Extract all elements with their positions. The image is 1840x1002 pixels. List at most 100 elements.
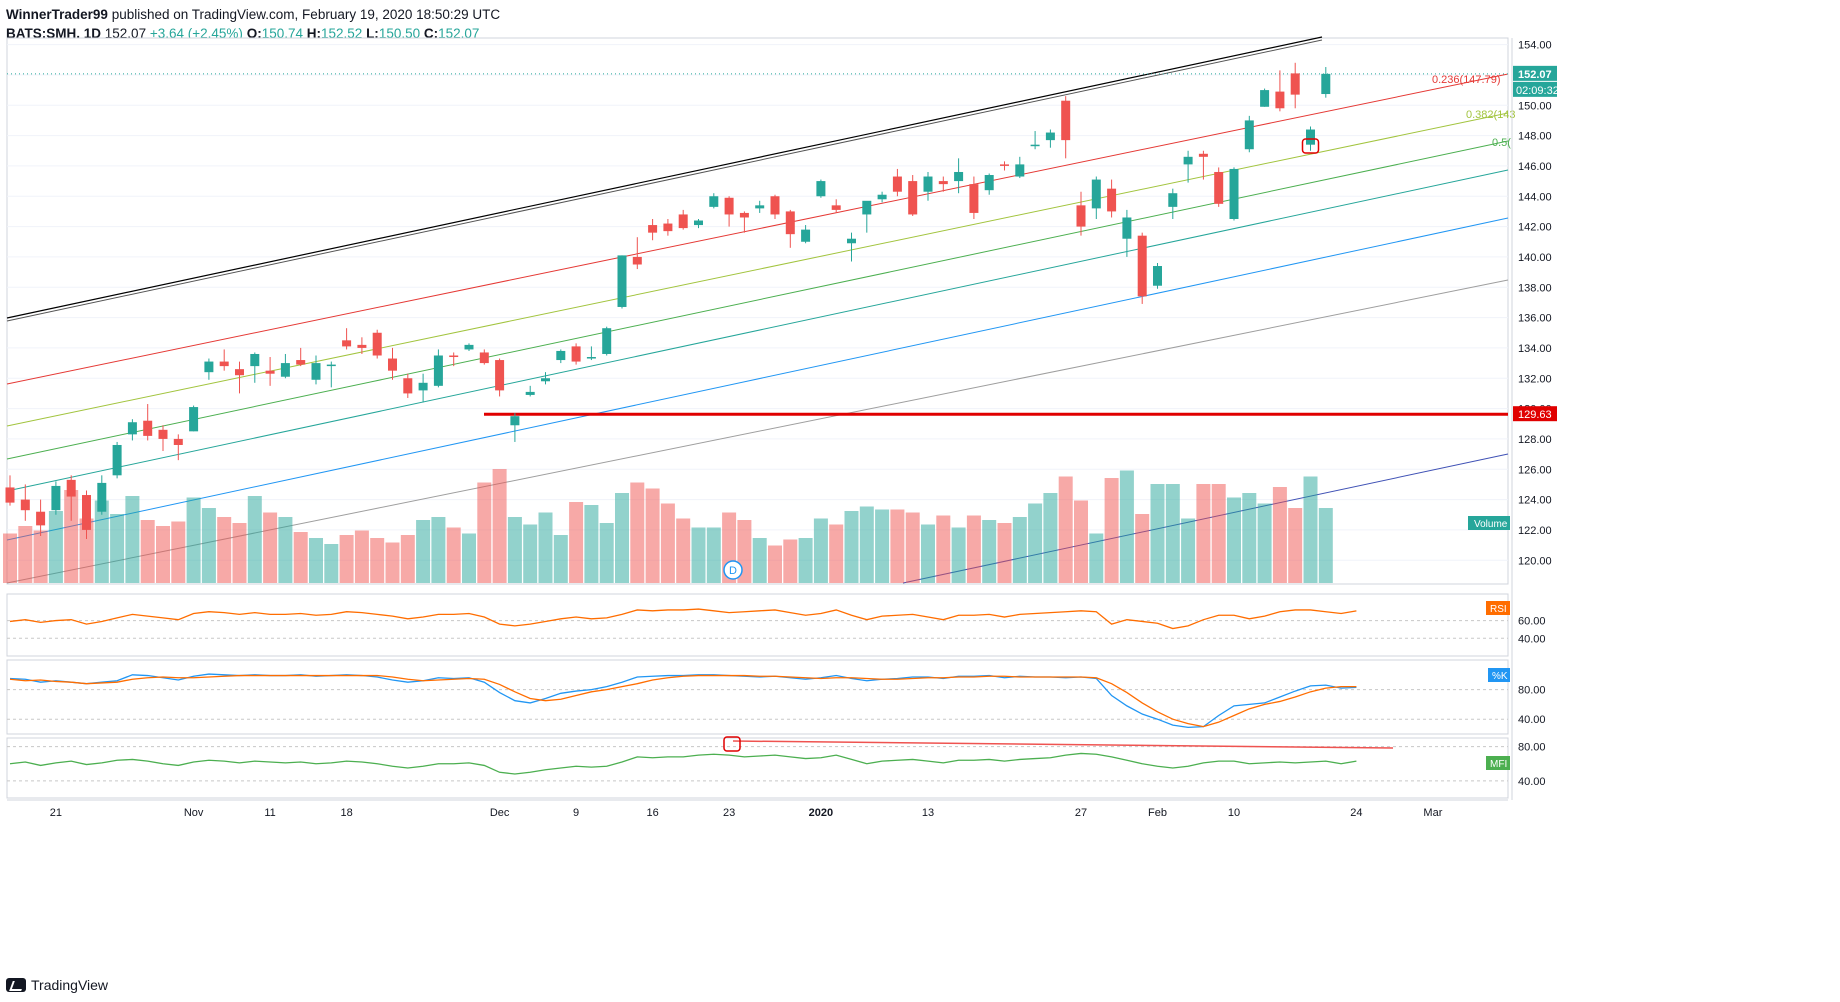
volume-bar (921, 524, 935, 583)
divergence-box (723, 736, 741, 752)
price-tick-label: 126.00 (1518, 464, 1552, 476)
volume-bar (201, 508, 216, 583)
price-tick-label: 150.00 (1518, 100, 1552, 112)
candle-body (892, 176, 902, 192)
brand-name: TradingView (31, 977, 109, 993)
highlight-box (1301, 138, 1320, 154)
fib-0236-line (6, 73, 1509, 385)
close-label: C: (423, 26, 439, 41)
volume-bar (293, 532, 308, 583)
price-tick-label: 134.00 (1518, 343, 1552, 355)
volume-bar (33, 530, 48, 583)
dividend-label: D (729, 565, 737, 577)
price-tick-label: 132.00 (1518, 373, 1552, 385)
rsi-pane-frame (6, 593, 1509, 657)
volume-bar (875, 509, 890, 583)
candle-body (1000, 164, 1009, 166)
candle-body (954, 171, 964, 182)
candle-body (265, 370, 275, 374)
time-tick-label: Mar (1423, 807, 1442, 819)
volume-bar (1181, 518, 1196, 583)
volume-bar (385, 542, 400, 583)
volume-bar (79, 518, 94, 583)
price-tick-label: 148.00 (1518, 131, 1552, 143)
volume-bar (966, 515, 981, 583)
candle-body (663, 223, 673, 232)
mfi-tag-text: MFI (1490, 759, 1507, 770)
candle-body (1045, 132, 1055, 141)
last-price: 152.07 (104, 26, 147, 41)
indicator-line-1 (9, 674, 1357, 728)
support-tag-bg (1513, 406, 1557, 422)
time-tick-label: 2020 (809, 807, 833, 819)
candle-body (1061, 100, 1071, 141)
candle-body (969, 184, 979, 213)
volume-bar (64, 490, 79, 583)
volume-bar (1165, 484, 1180, 583)
price-tick-label: 120.00 (1518, 555, 1552, 567)
candle-body (173, 438, 183, 445)
candle-body (403, 378, 413, 394)
time-tick-label: 13 (922, 807, 934, 819)
indicator-tick-label: 40.00 (1518, 714, 1546, 726)
volume-bar (492, 469, 507, 583)
volume-bar (309, 538, 323, 583)
volume-bar (18, 526, 33, 583)
price-tick-label: 122.00 (1518, 525, 1552, 537)
volume-bar (110, 514, 125, 583)
candle-body (847, 238, 856, 244)
volume-bar (936, 515, 951, 583)
volume-bar (339, 535, 354, 583)
time-tick-label: 11 (264, 807, 275, 819)
candle-body (127, 422, 137, 435)
time-tick-label: 9 (573, 807, 579, 819)
volume-bar (217, 517, 232, 583)
candle-body (296, 360, 306, 365)
volume-bar (1089, 533, 1104, 583)
volume-tag-bg (1468, 516, 1510, 530)
volume-bar (1043, 493, 1058, 583)
volume-bar (462, 533, 476, 583)
candles (5, 62, 1331, 540)
time-tick-label: Nov (184, 807, 204, 819)
candle-body (1015, 164, 1025, 177)
tradingview-brand[interactable]: TradingView (6, 977, 108, 993)
volume-bar (186, 497, 201, 583)
publisher-name[interactable]: WinnerTrader99 (6, 7, 108, 22)
candle-body (709, 196, 719, 207)
candle-body (357, 344, 367, 348)
candle-body (82, 495, 91, 530)
volume-bar (1257, 503, 1272, 583)
candle-body (51, 485, 61, 511)
candle-body (755, 205, 765, 209)
fib-0618-line (6, 169, 1509, 492)
chart-canvas[interactable]: 0.236(147.79) 0.382(143 0.5(D Volume 154.00 1… (0, 0, 1840, 975)
candle-body (143, 420, 153, 436)
tradingview-logo-icon (6, 978, 26, 992)
rsi-tag-bg (1486, 601, 1510, 615)
volume-bar (1119, 470, 1134, 583)
volume-bar (1303, 476, 1318, 583)
price-tick-label: 154.00 (1518, 40, 1552, 52)
candle-body (495, 360, 505, 391)
candle-body (433, 355, 443, 386)
volume-bar (859, 506, 874, 583)
time-tick-label: 27 (1075, 807, 1087, 819)
volume-bar (706, 527, 721, 583)
time-axis: 21 Nov 11 18 Dec 9 16 23 2020 13 27 Feb 10 24 Mar (7, 799, 1508, 819)
candle-body (1091, 179, 1101, 209)
symbol-name[interactable]: BATS:SMH, 1D (6, 26, 102, 41)
volume-bar (1288, 508, 1303, 583)
candle-body (724, 197, 734, 215)
volume-bar (553, 535, 568, 583)
fib-label-0382: 0.382(143 (1466, 109, 1516, 121)
volume-bar (584, 505, 599, 583)
price-tick-label: 128.00 (1518, 434, 1552, 446)
volume-bar (324, 544, 339, 583)
candle-body (770, 196, 780, 215)
candle-body (20, 499, 30, 511)
candle-body (541, 378, 550, 382)
volume-bar (844, 511, 859, 583)
candle-body (1260, 90, 1270, 107)
candle-body (556, 350, 566, 361)
